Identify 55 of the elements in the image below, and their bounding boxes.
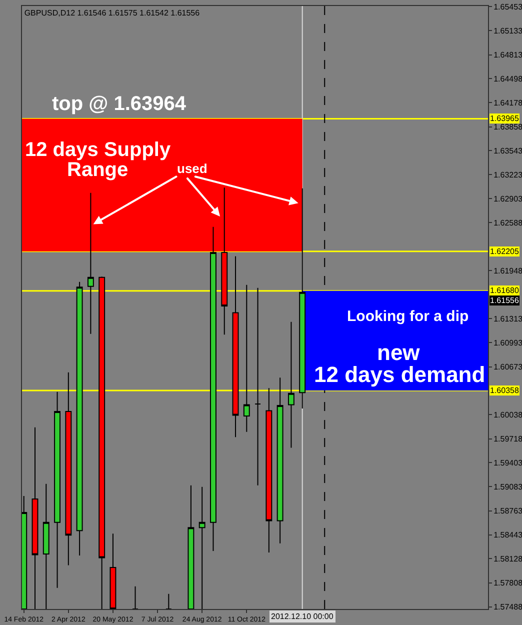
annotation: used: [177, 161, 208, 176]
y-tick-label: 1.57488: [494, 602, 522, 612]
y-tick-label: 1.65453: [494, 2, 522, 12]
y-tick-label: 1.62903: [494, 194, 522, 204]
candlestick: [210, 226, 216, 552]
candlestick: [254, 287, 262, 486]
band-label: 12 days Supply Range: [25, 139, 172, 181]
y-tick-label: 1.64178: [494, 98, 522, 108]
y-tick-label: 1.64813: [494, 50, 522, 60]
y-tick-label: 1.63858: [494, 122, 522, 132]
candlestick: [98, 276, 106, 609]
candlestick: [188, 484, 194, 609]
y-tick-label: 1.58443: [494, 530, 522, 540]
candlestick: [232, 256, 239, 438]
y-tick-label: 1.61948: [494, 266, 522, 276]
y-tick-label: 1.61313: [494, 314, 522, 324]
y-tick-label: 1.60673: [494, 362, 522, 372]
candlestick: [266, 388, 272, 553]
ref-line-label: 1.63965: [490, 114, 520, 123]
band-label: new 12 days demand: [314, 340, 486, 387]
candlestick: [76, 281, 83, 556]
candlestick: [32, 426, 38, 609]
y-tick-label: 1.59403: [494, 458, 522, 468]
y-tick-label: 1.60993: [494, 338, 522, 348]
y-tick-label: 1.59083: [494, 482, 522, 492]
y-tick-label: 1.64498: [494, 74, 522, 84]
y-tick-label: 1.57808: [494, 578, 522, 588]
y-tick-label: 1.65133: [494, 26, 522, 36]
candlestick: [165, 593, 172, 609]
ref-line-label: 2012.12.10 00:00: [271, 612, 334, 621]
annotation: 1.61556: [490, 296, 520, 305]
annotation: Looking for a dip: [347, 308, 469, 325]
candlestick: [110, 533, 116, 609]
candlestick: [276, 377, 284, 544]
candlestick: [65, 372, 72, 566]
ref-line-label: 1.61680: [490, 286, 520, 295]
ref-line-label: 1.62205: [490, 247, 520, 256]
y-tick-label: 1.58763: [494, 506, 522, 516]
candlestick: [132, 586, 138, 609]
chart-title: GBPUSD,D12 1.61546 1.61575 1.61542 1.61556: [24, 8, 200, 18]
candlestick: [243, 284, 250, 432]
y-tick-label: 1.63543: [494, 146, 522, 156]
candlestick: [288, 321, 294, 448]
candlestick: [198, 486, 206, 609]
y-tick-label: 1.60038: [494, 410, 522, 420]
y-tick-label: 1.58128: [494, 554, 522, 564]
annotation: top @ 1.63964: [52, 93, 187, 115]
candlestick: [54, 391, 60, 588]
y-tick-label: 1.59718: [494, 434, 522, 444]
candlestick: [22, 495, 28, 609]
y-tick-label: 1.62588: [494, 218, 522, 228]
candlestick: [42, 483, 50, 609]
y-tick-label: 1.63223: [494, 170, 522, 180]
ref-line-label: 1.60358: [490, 386, 520, 395]
candlestick: [87, 192, 94, 334]
